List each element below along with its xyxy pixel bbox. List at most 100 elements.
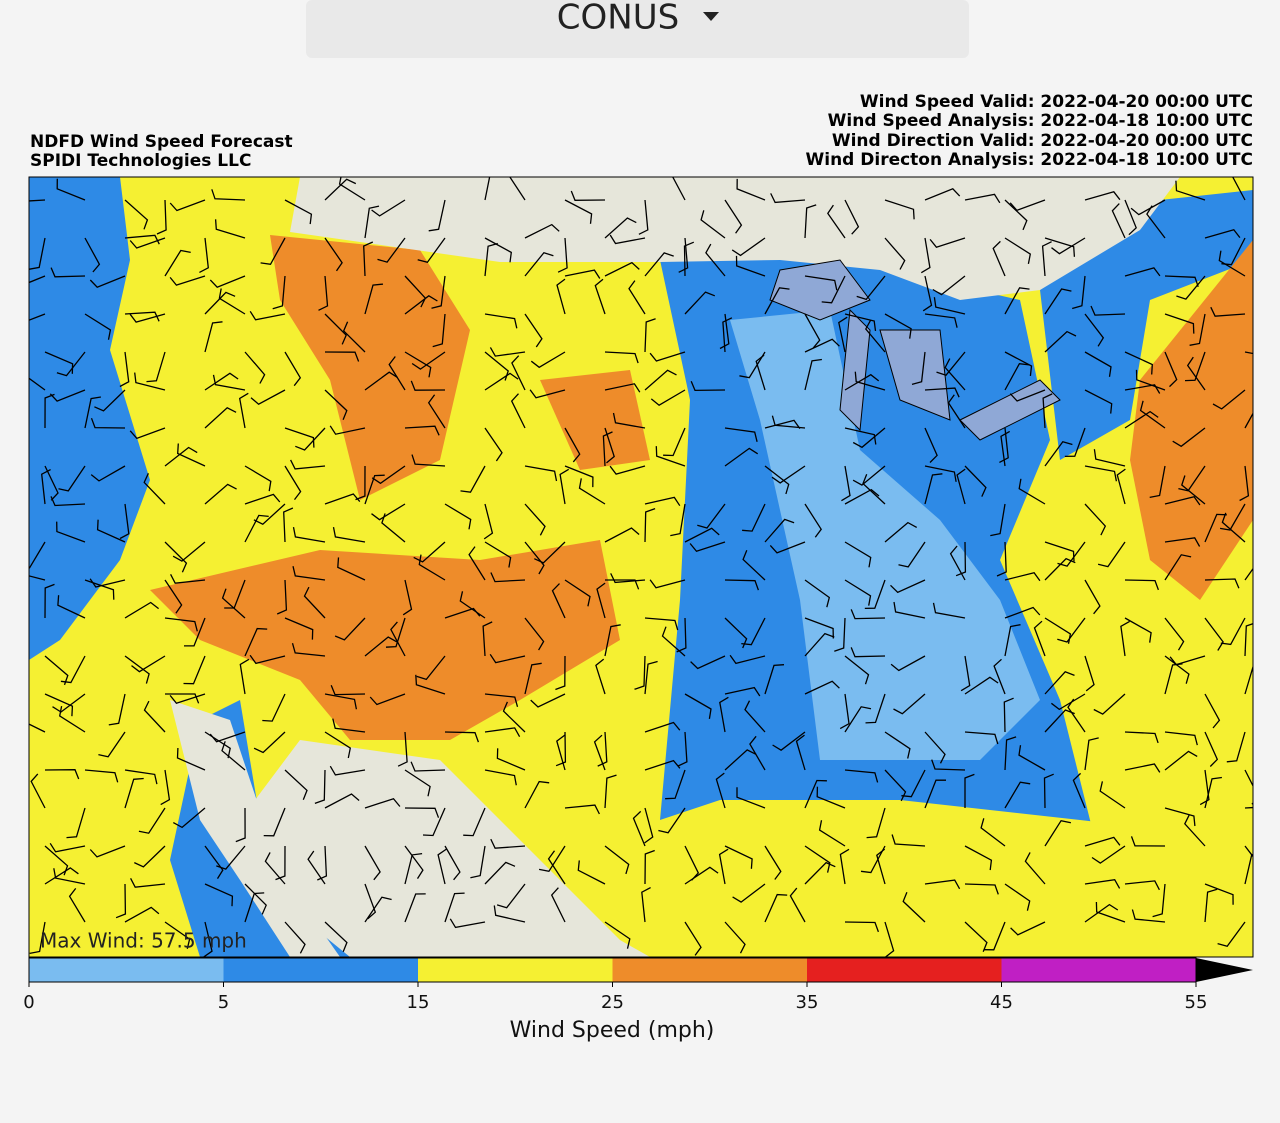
wind-barb <box>1204 776 1222 809</box>
wind-barb <box>834 617 846 652</box>
wind-barb <box>260 237 286 266</box>
wind-barb <box>1164 663 1183 695</box>
wind-barb <box>1084 579 1101 615</box>
wind-barb <box>218 288 246 315</box>
dropdown[interactable] <box>306 0 969 58</box>
wind-barb <box>124 601 159 619</box>
wind-barb <box>1244 412 1253 429</box>
header-left: NDFD Wind Speed Forecast <box>30 132 293 152</box>
wind-barb <box>484 313 518 329</box>
wind-barb <box>715 772 726 809</box>
wind-barb <box>865 319 886 353</box>
wind-barb <box>764 893 788 923</box>
wind-barb <box>839 848 850 885</box>
wind-barb <box>314 769 326 805</box>
wind-barb <box>211 189 246 201</box>
wind-barb <box>604 217 637 239</box>
wind-barb <box>204 372 239 391</box>
wind-barb <box>852 465 886 486</box>
wind-barb <box>555 731 567 767</box>
wind-barb <box>124 311 160 322</box>
wind-barb <box>244 465 272 492</box>
wind-barb <box>239 658 250 695</box>
wind-barb <box>764 664 785 695</box>
wind-barb <box>1044 819 1072 847</box>
wind-barb <box>658 807 686 834</box>
wind-barb <box>1090 305 1126 316</box>
wind-barb <box>557 237 568 273</box>
wind-barb <box>1004 736 1017 771</box>
wind-barb <box>244 514 269 543</box>
wind-barb <box>404 852 423 885</box>
wind-barb <box>771 465 806 484</box>
wind-barb <box>371 465 406 485</box>
wind-barb <box>284 427 315 448</box>
wind-barb <box>115 883 127 919</box>
dropdown-label[interactable]: CONUS <box>557 0 679 38</box>
wind-barb <box>524 251 554 277</box>
wind-barb <box>1064 427 1086 458</box>
wind-barb <box>1212 389 1246 410</box>
wind-barb <box>417 237 446 264</box>
wind-barb <box>742 503 766 532</box>
wind-barb <box>324 237 343 272</box>
wind-barb <box>1004 606 1041 619</box>
wind-barb <box>124 769 158 785</box>
wind-barb <box>672 177 686 201</box>
wind-barb <box>94 389 126 412</box>
wind-barb <box>1044 671 1075 695</box>
wind-barb <box>1124 763 1161 773</box>
wind-barb <box>1164 807 1196 827</box>
wind-barb <box>884 769 907 802</box>
wind-barb <box>1004 351 1033 376</box>
wind-barb <box>597 731 608 767</box>
wind-barb <box>244 493 281 505</box>
wind-barb <box>381 513 406 543</box>
wind-barb <box>1057 617 1086 643</box>
wind-barb <box>901 769 926 798</box>
wind-barb <box>460 465 486 493</box>
wind-barb <box>551 583 566 619</box>
wind-barb <box>324 731 352 759</box>
wind-barb <box>1184 351 1206 382</box>
wind-barb <box>604 845 630 875</box>
wind-barb <box>264 852 286 885</box>
wind-barb <box>324 351 360 362</box>
wind-barb <box>444 503 472 530</box>
wind-barb <box>764 518 795 543</box>
wind-barb <box>1095 901 1126 923</box>
wind-barb <box>670 503 686 537</box>
wind-barb <box>1009 199 1046 212</box>
wind-barb <box>964 193 1001 204</box>
wind-barb <box>404 807 440 818</box>
wind-barb <box>364 636 398 657</box>
wind-barb <box>844 655 870 685</box>
wind-barb <box>169 199 206 212</box>
wind-barb <box>844 373 880 391</box>
wind-barb <box>839 693 850 730</box>
wind-barb <box>134 845 166 868</box>
dropdown-caret[interactable] <box>703 12 719 21</box>
wind-barb <box>744 700 766 733</box>
wind-barb <box>124 655 150 684</box>
wind-region <box>540 370 650 470</box>
wind-barb <box>1164 655 1190 684</box>
wind-barb <box>929 237 966 248</box>
wind-barb <box>610 573 646 584</box>
wind-barb <box>876 848 886 885</box>
wind-barb <box>385 617 406 648</box>
wind-barb <box>683 241 695 277</box>
wind-barb <box>204 321 223 353</box>
wind-barb <box>596 582 606 619</box>
wind-barb <box>235 807 246 843</box>
wind-barb <box>890 655 926 672</box>
wind-barb <box>844 199 860 235</box>
wind-barb <box>741 617 766 646</box>
wind-barb <box>209 275 246 288</box>
wind-barb <box>329 765 366 776</box>
wind-barb <box>1204 693 1221 729</box>
wind-barb <box>993 658 1006 695</box>
wind-barb <box>804 632 835 657</box>
wind-barb <box>1004 571 1041 582</box>
wind-barb <box>490 838 526 849</box>
